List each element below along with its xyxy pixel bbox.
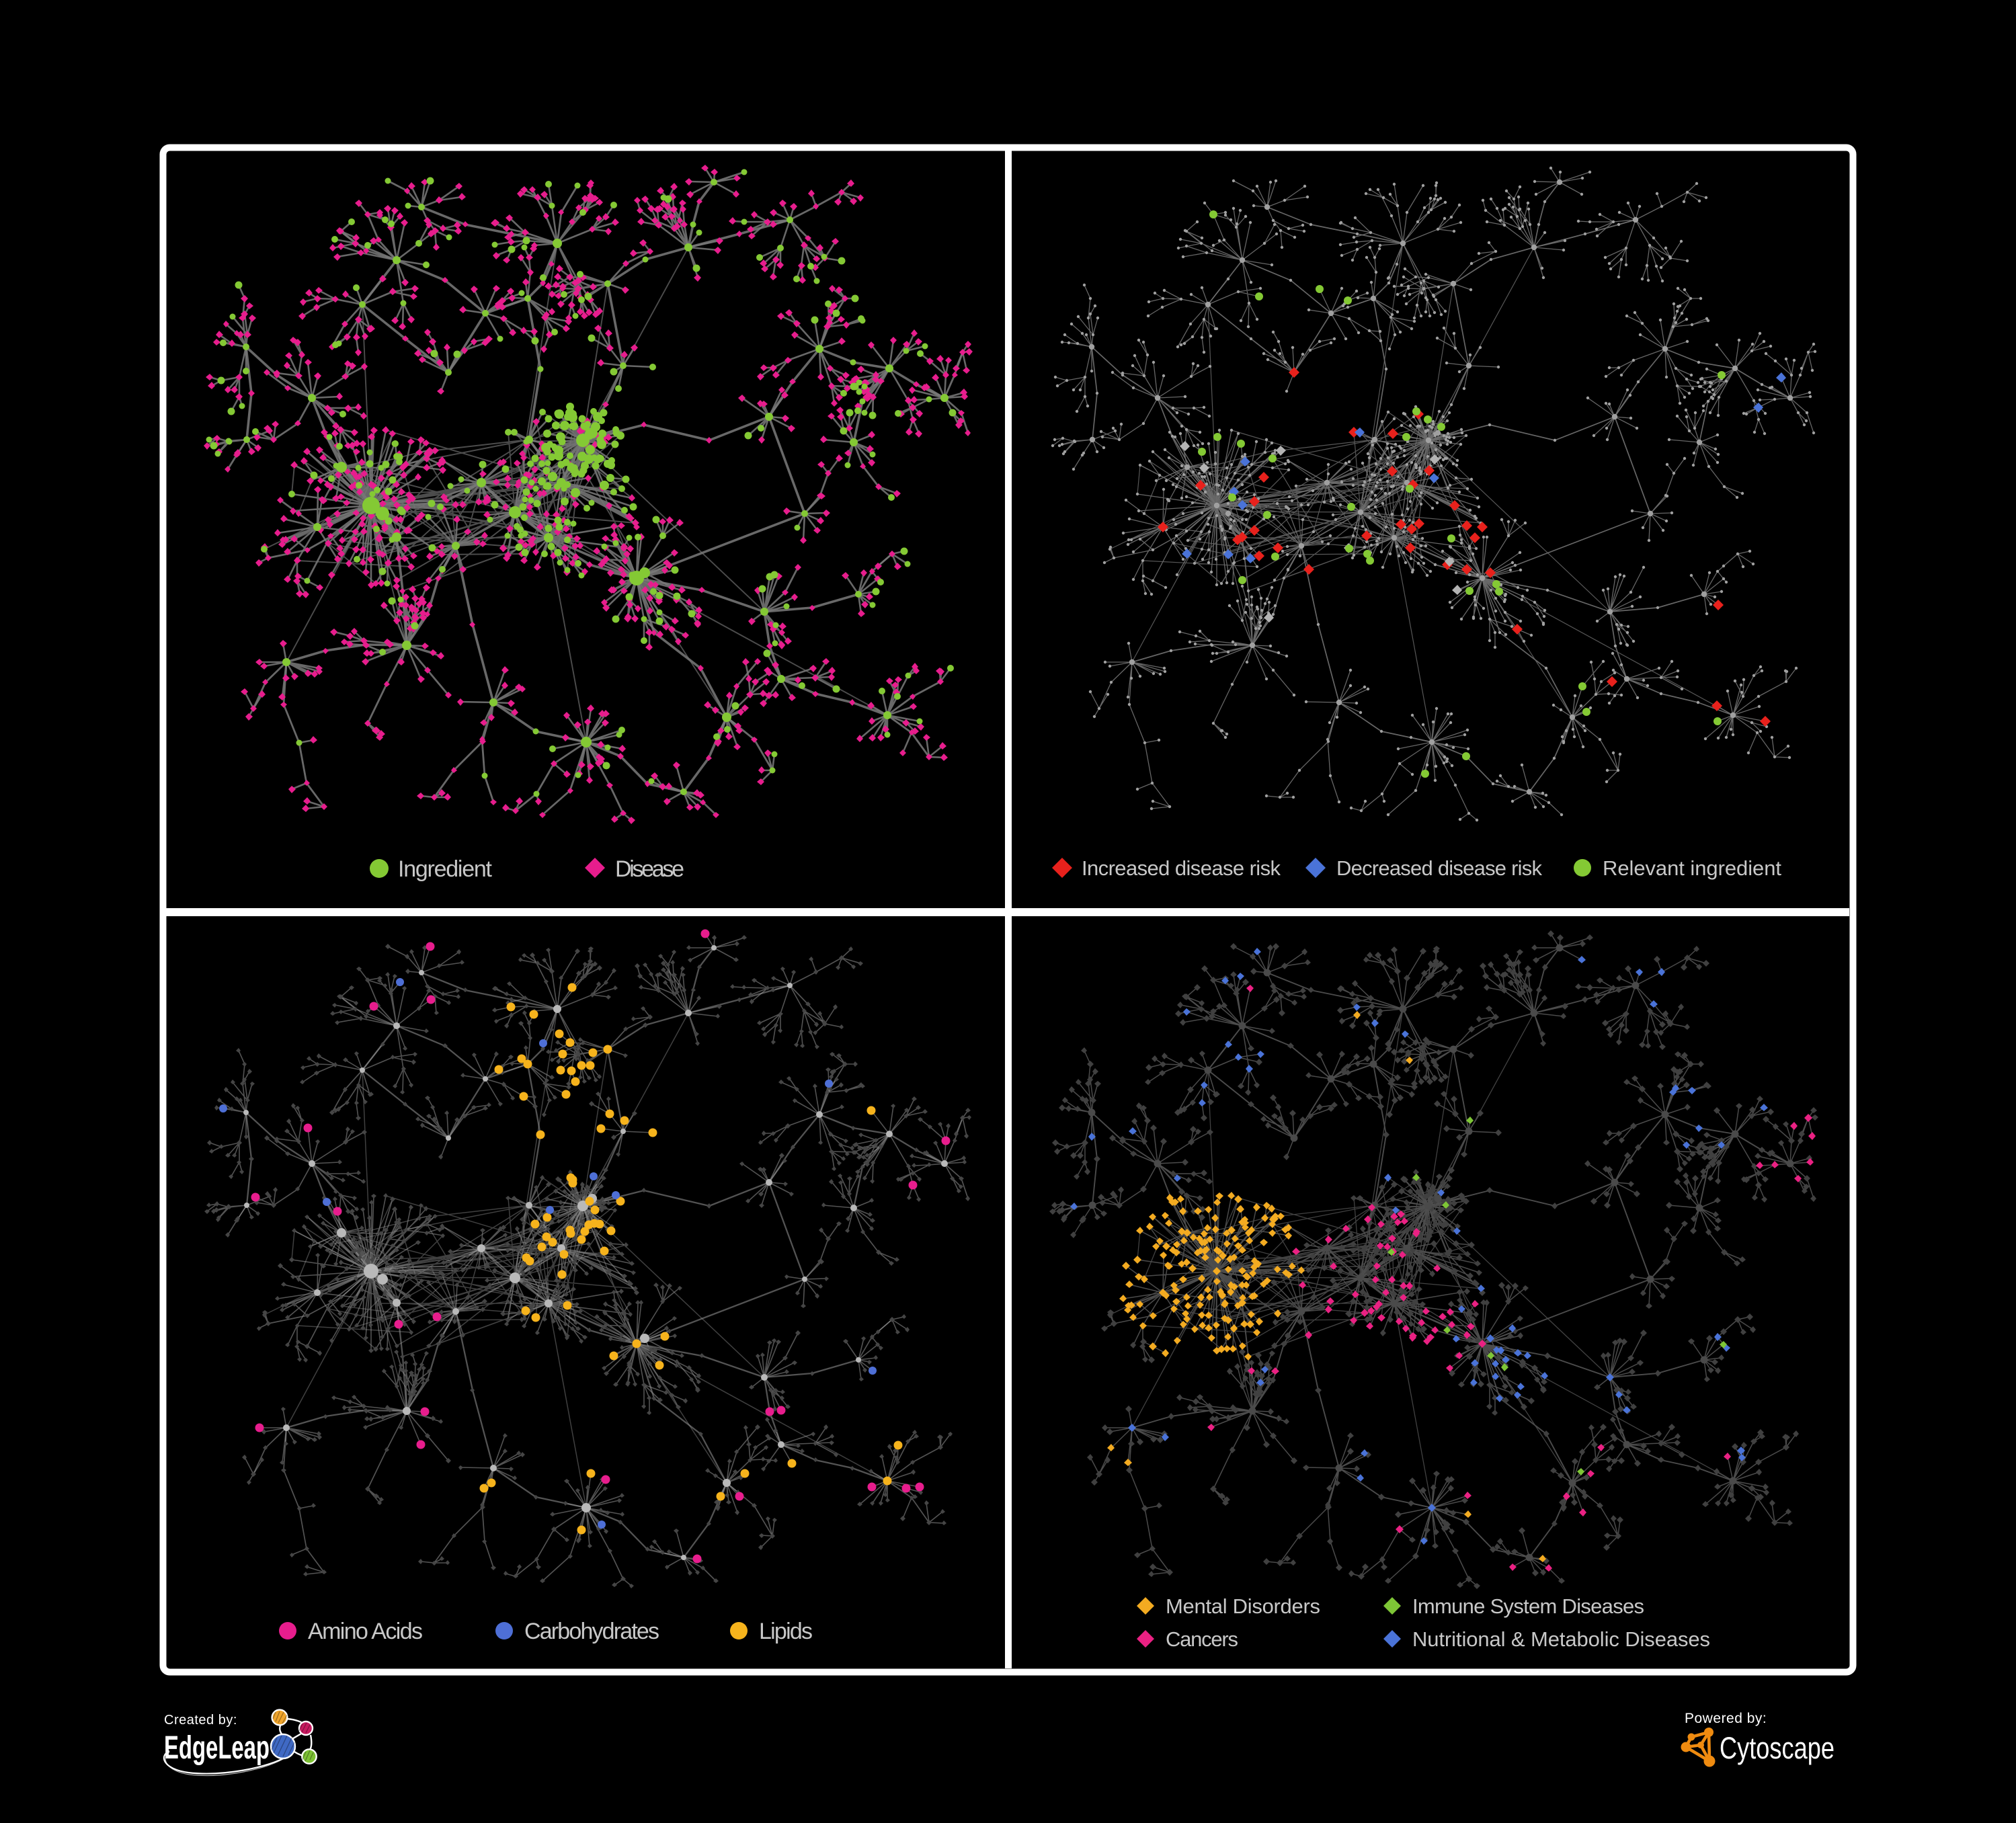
svg-text:Powered by:: Powered by: <box>1685 1711 1767 1726</box>
svg-text:EdgeLeap: EdgeLeap <box>164 1730 270 1766</box>
svg-text:Amino Acids: Amino Acids <box>308 1619 423 1644</box>
svg-text:Cancers: Cancers <box>1166 1627 1238 1651</box>
svg-text:Relevant ingredient: Relevant ingredient <box>1603 856 1781 880</box>
svg-text:Ingredient: Ingredient <box>398 856 493 882</box>
svg-text:Cytoscape: Cytoscape <box>1720 1731 1834 1765</box>
svg-text:Immune System Diseases: Immune System Diseases <box>1412 1594 1644 1618</box>
svg-text:Carbohydrates: Carbohydrates <box>524 1619 659 1644</box>
svg-text:Increased disease risk: Increased disease risk <box>1082 856 1281 880</box>
svg-text:Created by:: Created by: <box>164 1713 237 1728</box>
svg-text:Nutritional & Metabolic Diseas: Nutritional & Metabolic Diseases <box>1412 1627 1710 1651</box>
svg-text:Lipids: Lipids <box>759 1619 813 1644</box>
svg-text:Decreased disease risk: Decreased disease risk <box>1336 856 1543 880</box>
svg-text:Disease: Disease <box>615 856 684 882</box>
svg-text:Mental Disorders: Mental Disorders <box>1166 1594 1320 1618</box>
